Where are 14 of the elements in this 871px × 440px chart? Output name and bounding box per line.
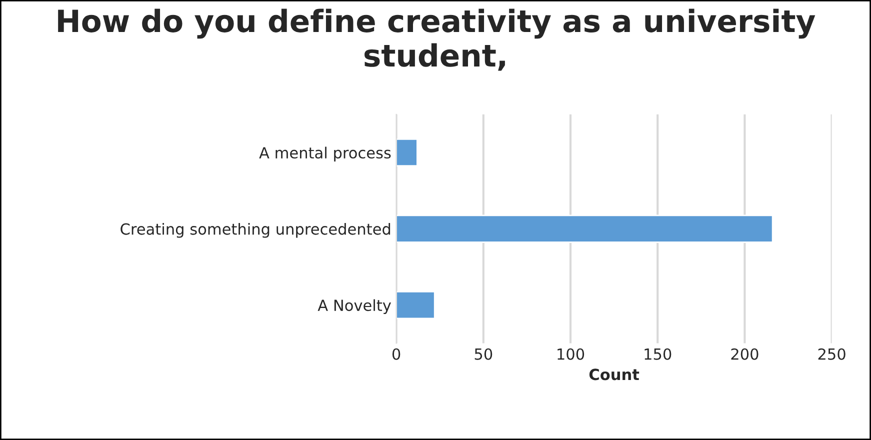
bar <box>396 214 774 243</box>
x-tick-label: 250 <box>818 348 846 360</box>
bar <box>396 291 436 320</box>
x-axis-title: Count <box>589 368 640 380</box>
x-tick-label: 0 <box>392 348 400 360</box>
y-tick-label: A mental process <box>259 146 391 162</box>
chart-title: How do you define creativity as a university student, <box>58 8 816 71</box>
x-tick-label: 150 <box>644 348 672 360</box>
x-tick-label: 100 <box>558 348 584 360</box>
y-tick-label: A Novelty <box>318 299 391 314</box>
x-tick-label: 200 <box>731 348 758 360</box>
bar <box>396 138 418 167</box>
y-tick-label: Creating something unprecedented <box>120 222 390 238</box>
x-tick-label: 50 <box>474 348 492 360</box>
